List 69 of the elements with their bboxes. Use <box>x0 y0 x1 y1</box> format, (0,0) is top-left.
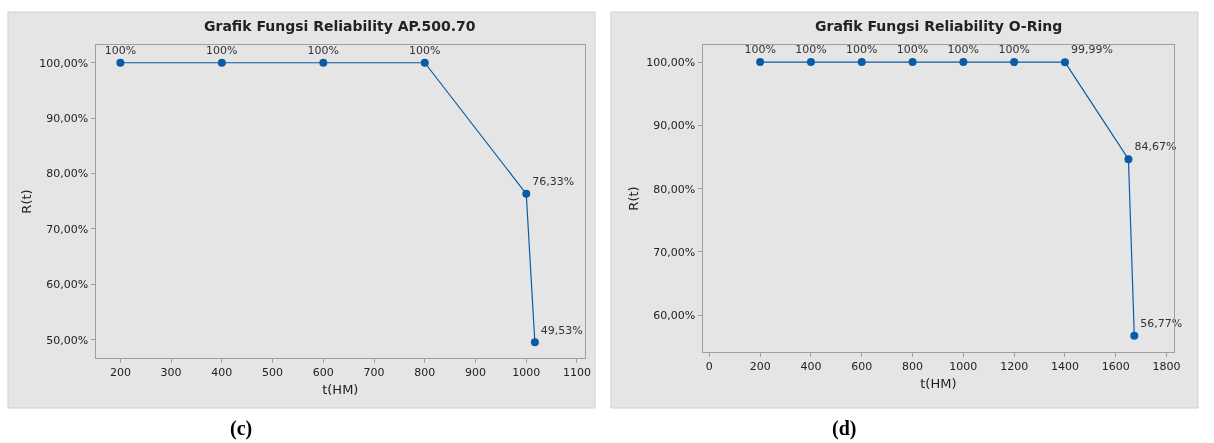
data-label: 84,67% <box>1134 140 1177 154</box>
x-tick-label: 400 <box>800 360 822 374</box>
x-tick-label: 1400 <box>1050 360 1079 374</box>
y-axis-title: R(t) <box>626 186 642 211</box>
y-tick-label: 90,00% <box>46 111 89 125</box>
data-label: 100% <box>998 43 1030 57</box>
point <box>1124 155 1133 164</box>
data-label: 100% <box>896 43 929 57</box>
x-tick-label: 500 <box>262 366 284 380</box>
x-tick-label: 1100 <box>562 366 591 380</box>
y-tick-label: 100,00% <box>646 55 696 69</box>
data-label: 100% <box>795 43 827 57</box>
point <box>756 58 765 67</box>
point <box>420 58 429 67</box>
x-tick-label: 800 <box>414 366 436 380</box>
data-label: 76,33% <box>532 175 575 189</box>
x-tick-label: 400 <box>211 366 233 380</box>
x-tick-label: 1600 <box>1101 360 1130 374</box>
x-axis-title: t(HM) <box>322 381 359 397</box>
point <box>522 189 531 198</box>
x-tick-label: 200 <box>749 360 771 374</box>
point <box>530 338 539 347</box>
y-tick-label: 60,00% <box>653 309 696 323</box>
point <box>217 58 226 67</box>
x-tick-label: 1000 <box>949 360 978 374</box>
x-tick-label: 600 <box>312 366 334 380</box>
x-tick-label: 1200 <box>1000 360 1029 374</box>
x-tick-label: 0 <box>705 360 713 374</box>
point <box>1060 58 1069 67</box>
data-label: 100% <box>947 43 980 57</box>
data-label: 99,99% <box>1070 43 1113 57</box>
text: (c) <box>230 417 253 440</box>
data-label: 56,77% <box>1140 316 1183 330</box>
y-tick-label: 50,00% <box>46 333 89 347</box>
chart-title: Grafik Fungsi Reliability O-Ring <box>815 18 1063 34</box>
x-tick-label: 600 <box>851 360 873 374</box>
x-tick-label: 900 <box>465 366 487 380</box>
text: (d) <box>832 417 857 440</box>
point <box>116 58 125 67</box>
x-tick-label: 1800 <box>1152 360 1181 374</box>
y-tick-label: 80,00% <box>653 182 696 196</box>
point <box>1010 58 1019 67</box>
data-label: 100% <box>846 43 878 57</box>
data-label: 100% <box>409 43 441 57</box>
point <box>319 58 328 67</box>
y-tick-label: 90,00% <box>653 119 696 133</box>
chart-title: Grafik Fungsi Reliability AP.500.70 <box>204 18 476 34</box>
point <box>857 58 866 67</box>
x-axis-title: t(HM) <box>920 375 957 391</box>
x-tick-label: 300 <box>160 366 182 380</box>
data-label: 100% <box>307 43 340 57</box>
point <box>959 58 968 67</box>
point <box>1130 331 1139 340</box>
data-label: 49,53% <box>540 323 583 337</box>
y-axis-title: R(t) <box>19 189 35 214</box>
y-tick-label: 70,00% <box>46 222 89 236</box>
data-label: 100% <box>104 43 137 57</box>
y-tick-label: 100,00% <box>39 56 89 70</box>
point <box>908 58 917 67</box>
y-tick-label: 80,00% <box>46 167 89 181</box>
y-tick-label: 70,00% <box>653 245 696 259</box>
x-tick-label: 700 <box>363 366 385 380</box>
point <box>806 58 815 67</box>
x-tick-label: 1000 <box>512 366 541 380</box>
x-tick-label: 800 <box>902 360 924 374</box>
data-label: 100% <box>744 43 776 57</box>
y-tick-label: 60,00% <box>46 278 89 292</box>
data-label: 100% <box>206 43 238 57</box>
x-tick-label: 200 <box>109 366 131 380</box>
